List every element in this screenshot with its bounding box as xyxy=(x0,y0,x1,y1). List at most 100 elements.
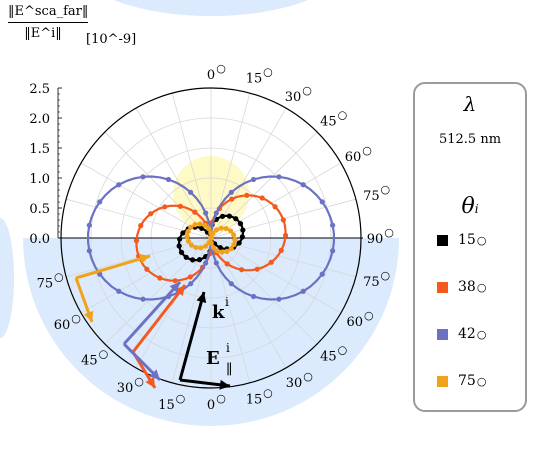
angle-label-lower-left-degree: ○ xyxy=(134,375,144,388)
series-75-point xyxy=(184,233,190,239)
series-75-point xyxy=(219,249,225,255)
legend-swatch xyxy=(437,328,448,340)
y-axis-unit: [10^-9] xyxy=(86,32,137,47)
grid-radial xyxy=(104,237,212,345)
series-42-point xyxy=(276,296,282,302)
series-15-point xyxy=(176,243,182,249)
series-42-point xyxy=(228,189,234,195)
degree-symbol: ○ xyxy=(476,374,487,388)
angle-label-upper-degree: ○ xyxy=(384,226,394,239)
k-arrow-38-shaft xyxy=(131,284,187,353)
series-38-point xyxy=(172,278,178,284)
series-75-point xyxy=(198,245,204,251)
angle-label-lower-right-degree: ○ xyxy=(303,370,313,383)
legend-entry: 15 ○ xyxy=(437,232,486,248)
series-15-point xyxy=(237,221,244,227)
legend-angle-symbol: θi xyxy=(415,194,525,219)
series-75-point xyxy=(192,222,198,228)
angle-label-lower-left-degree: ○ xyxy=(54,271,64,284)
angle-label-lower-left: 60 xyxy=(54,318,71,333)
angle-label-lower-left-degree: ○ xyxy=(99,348,109,361)
legend-label: 75 xyxy=(458,373,476,389)
k-arrow-75-shaft xyxy=(75,254,151,280)
angle-label-lower-left: 45 xyxy=(81,354,98,369)
tick-labels: 0.00.51.01.52.02.50 ○15 ○30 ○45 ○60 ○75 ○90 ○75… xyxy=(29,62,393,413)
series-42-point xyxy=(203,260,209,266)
series-15-point xyxy=(180,230,186,236)
series-15-point xyxy=(240,227,246,233)
angle-label-upper: 75 xyxy=(363,189,380,204)
series-42-point xyxy=(116,182,122,188)
legend: λ 512.5 nm θi 15 ○ 38 ○ 42 ○ 75 ○ xyxy=(413,82,527,412)
degree-symbol: ○ xyxy=(476,280,487,294)
legend-label: 42 xyxy=(458,326,476,342)
legend-angle-letter: θ xyxy=(461,194,475,219)
series-75-point xyxy=(193,244,199,251)
r-tick-label: 0.0 xyxy=(29,232,50,247)
series-42-point xyxy=(276,174,282,180)
angle-label-upper-degree: ○ xyxy=(216,62,226,75)
k-arrow-15-shaft xyxy=(178,291,206,381)
series-42-point xyxy=(116,288,122,294)
legend-swatch xyxy=(437,234,448,246)
angle-label-upper: 60 xyxy=(345,150,362,165)
angle-label-lower-left: 75 xyxy=(37,277,54,292)
series-42-point xyxy=(319,199,325,205)
series-42-point xyxy=(300,182,306,188)
angle-label-lower-left-degree: ○ xyxy=(176,392,186,405)
series-75-point xyxy=(188,242,195,248)
series-42-point xyxy=(330,248,336,254)
series-75-point xyxy=(231,241,237,248)
series-15-point xyxy=(183,254,189,260)
e-subscript: ∥ xyxy=(226,362,232,378)
series-42-point xyxy=(203,210,209,216)
series-15-point xyxy=(236,240,242,246)
series-75-point xyxy=(208,230,214,236)
series-42-point xyxy=(140,174,146,180)
angle-label-upper-degree: ○ xyxy=(381,183,391,196)
y-axis-label: ‖E^sca_far‖ ‖E^i‖ xyxy=(8,4,89,41)
series-42-point xyxy=(330,222,336,228)
angle-label-lower-right-degree: ○ xyxy=(381,269,391,282)
legend-swatch xyxy=(437,375,448,387)
series-38-point xyxy=(229,196,235,202)
series-75-point xyxy=(185,228,191,235)
series-42-point xyxy=(97,199,103,205)
series-75-point xyxy=(202,243,209,249)
angle-label-lower-right: 30 xyxy=(286,376,303,391)
r-tick-label: 1.5 xyxy=(29,142,50,157)
e-arrow-42-head xyxy=(149,369,160,380)
left-halo xyxy=(0,218,14,338)
series-42-point xyxy=(228,281,234,287)
series-75-point xyxy=(213,227,220,233)
angle-label-lower-left: 30 xyxy=(117,381,134,396)
series-15-point xyxy=(178,249,185,255)
e-label: E xyxy=(206,348,220,369)
series-layer xyxy=(86,174,336,302)
angle-label-upper: 45 xyxy=(320,115,337,130)
series-75-point xyxy=(185,238,191,244)
k-arrow-15-head xyxy=(196,292,207,303)
angle-label-lower-right: 45 xyxy=(320,349,337,364)
series-75-point xyxy=(227,228,234,234)
series-75-point xyxy=(202,222,208,228)
angle-label-upper-degree: ○ xyxy=(302,84,312,97)
series-38-point xyxy=(259,195,265,201)
series-42-point xyxy=(188,189,194,195)
angle-label-lower-right: 75 xyxy=(363,275,380,290)
grid-radial xyxy=(210,162,342,239)
series-75-point xyxy=(188,224,194,230)
series-38-point xyxy=(244,192,250,198)
angle-label-upper-degree: ○ xyxy=(338,109,348,122)
angle-label-lower-left: 15 xyxy=(158,398,175,413)
r-tick-label: 2.0 xyxy=(29,112,50,127)
degree-symbol: ○ xyxy=(476,233,487,247)
legend-wavelength-value: 512.5 nm xyxy=(438,132,502,147)
series-42-point xyxy=(250,176,257,183)
k-arrow-42-shaft xyxy=(122,280,182,346)
series-38-point xyxy=(224,261,230,267)
series-15-point xyxy=(190,257,196,263)
angle-label-upper-degree: ○ xyxy=(263,66,273,79)
angle-label-lower-right-degree: ○ xyxy=(338,343,348,356)
series-42-point xyxy=(250,293,257,300)
